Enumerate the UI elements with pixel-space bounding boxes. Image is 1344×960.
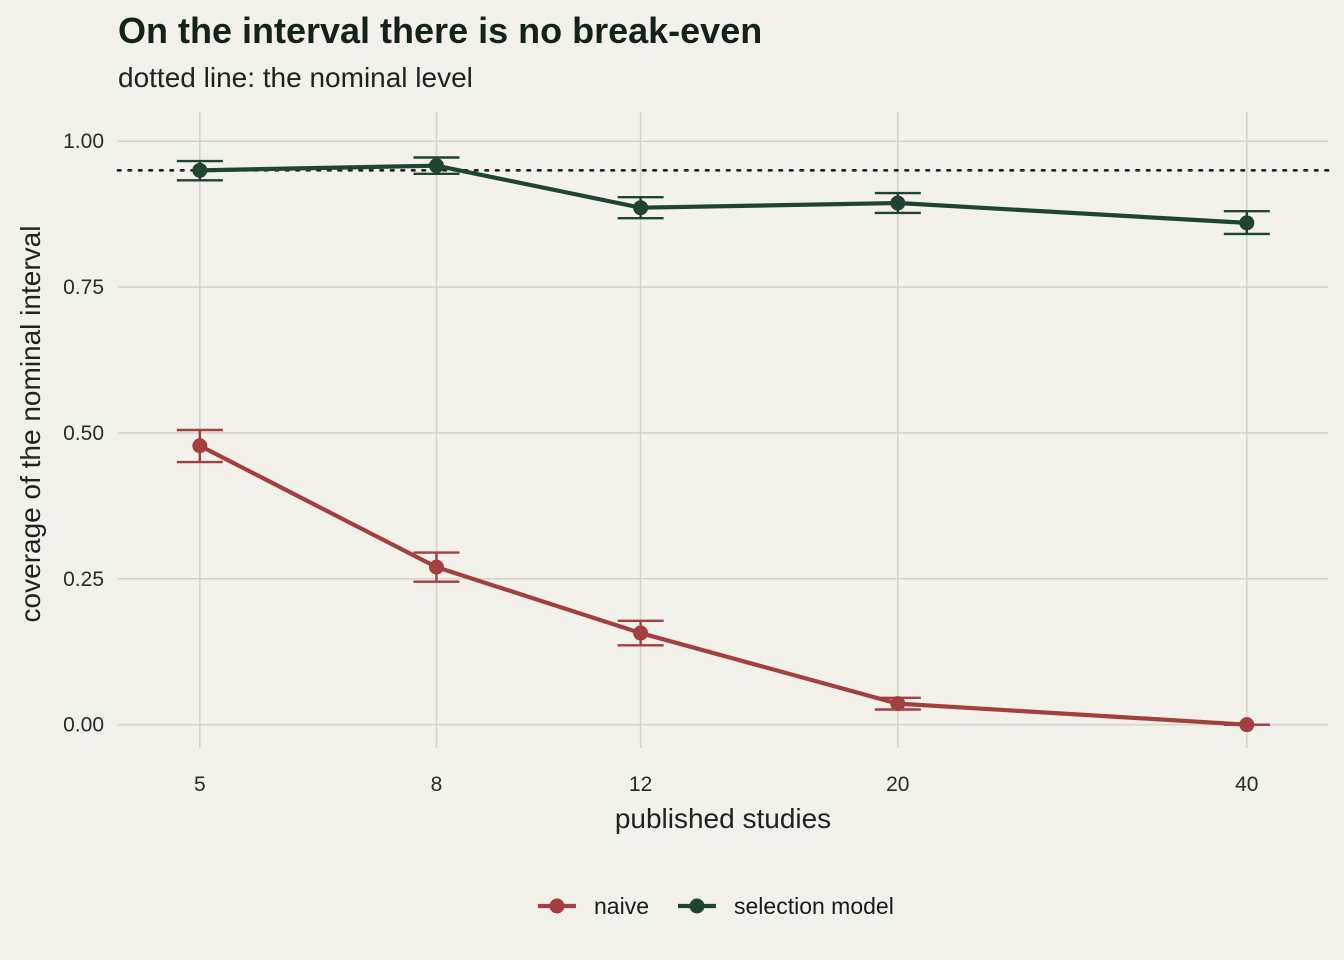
data-point: [1239, 717, 1255, 733]
x-tick-label: 12: [629, 773, 652, 796]
x-tick-label: 40: [1235, 773, 1258, 796]
legend-key-point: [549, 898, 565, 914]
series-selection-model: [176, 156, 1270, 236]
data-point: [192, 438, 208, 454]
data-point: [1239, 215, 1255, 231]
series-naive: [176, 428, 1270, 733]
tick-labels: 0.00 0.25 0.50 0.75 1.00 5 8 12 20 40: [63, 130, 1258, 796]
y-tick-label: 0.75: [63, 276, 104, 299]
legend-item-naive: naive: [538, 893, 649, 919]
data-point: [428, 559, 444, 575]
legend: naive selection model: [538, 893, 894, 919]
data-point: [428, 158, 444, 174]
x-axis-title: published studies: [615, 803, 831, 834]
legend-item-selection-model: selection model: [678, 893, 894, 919]
x-tick-label: 5: [194, 773, 206, 796]
legend-key-point: [689, 898, 705, 914]
y-tick-label: 0.00: [63, 714, 104, 737]
data-point: [890, 195, 906, 211]
data-point: [633, 200, 649, 216]
data-point: [890, 696, 906, 712]
y-tick-label: 1.00: [63, 130, 104, 153]
y-tick-label: 0.25: [63, 568, 104, 591]
chart-title: On the interval there is no break-even: [118, 10, 763, 51]
series-line: [198, 443, 1247, 727]
x-tick-label: 20: [886, 773, 909, 796]
legend-label: naive: [594, 893, 649, 919]
legend-label: selection model: [734, 893, 894, 919]
y-axis-title: coverage of the nominal interval: [15, 226, 46, 623]
series-line: [199, 163, 1247, 225]
data-point: [633, 625, 649, 641]
series-layer: [176, 156, 1270, 733]
y-tick-label: 0.50: [63, 422, 104, 445]
x-tick-label: 8: [431, 773, 443, 796]
data-point: [192, 162, 208, 178]
chart-subtitle: dotted line: the nominal level: [118, 62, 473, 93]
